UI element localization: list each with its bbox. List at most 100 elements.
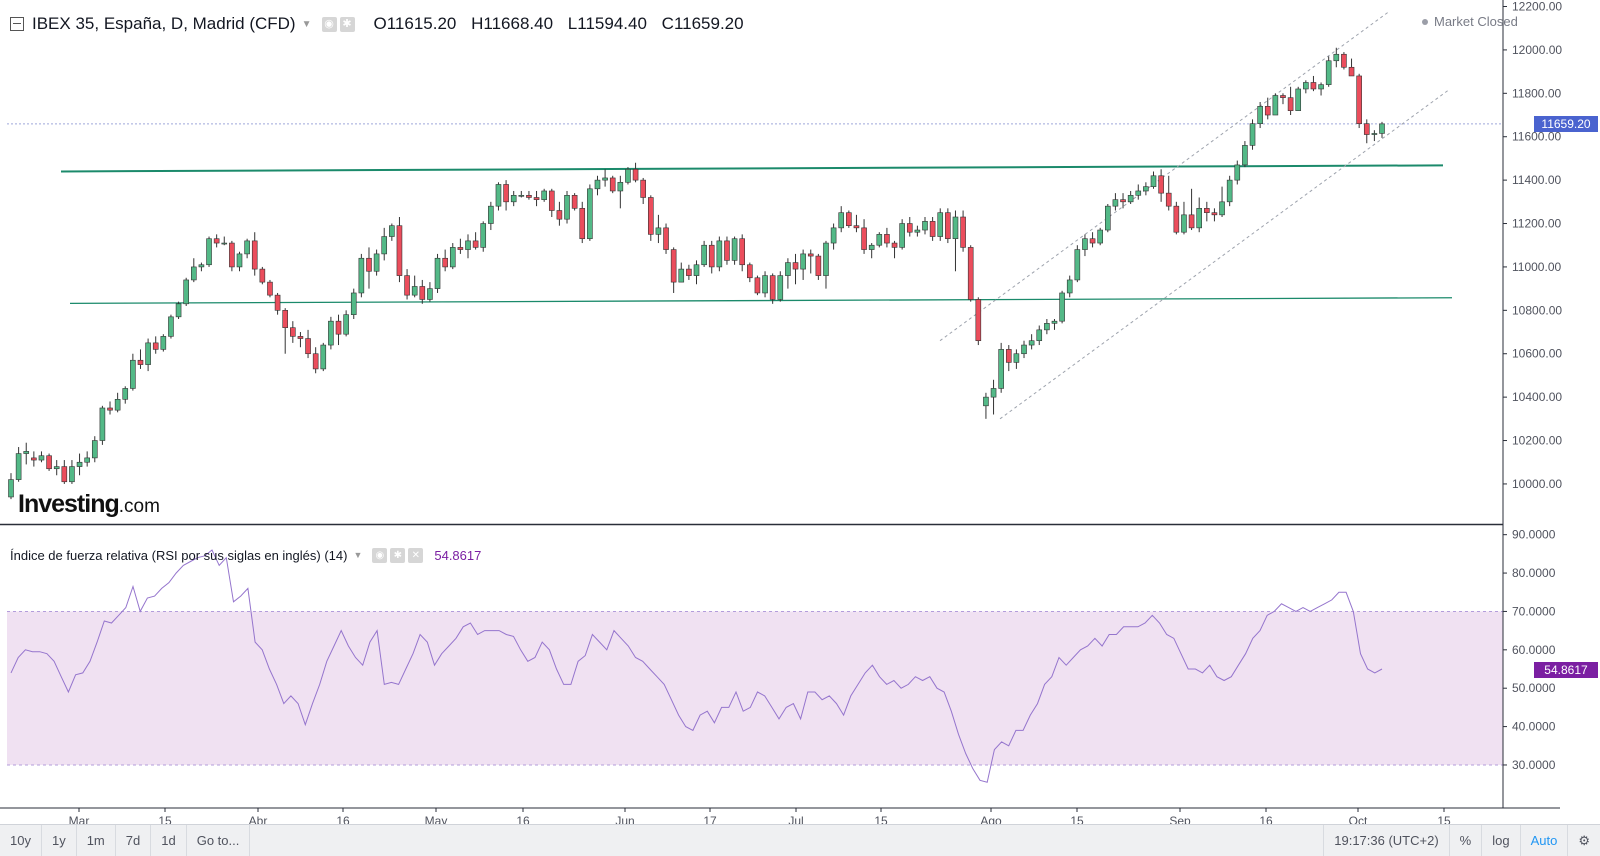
candle-body — [1051, 320, 1058, 324]
candle-body — [122, 388, 129, 400]
channel-upper-line[interactable] — [939, 10, 1391, 342]
candle-body — [518, 195, 525, 197]
candle-body — [1242, 145, 1248, 166]
trendlines[interactable] — [60, 10, 1453, 420]
collapse-icon[interactable] — [10, 17, 24, 31]
auto-toggle[interactable]: Auto — [1519, 825, 1568, 856]
candle-body — [1127, 195, 1134, 203]
goto-button[interactable]: Go to... — [187, 825, 251, 856]
candle-body — [84, 457, 90, 463]
candle-body — [906, 223, 913, 233]
bottom-toolbar: 10y 1y 1m 7d 1d Go to... 19:17:36 (UTC+2… — [0, 824, 1600, 856]
candle-body — [31, 457, 37, 461]
candle-body — [1097, 229, 1103, 244]
candle-body — [419, 286, 426, 300]
candle-body — [1257, 106, 1263, 124]
candle-body — [1234, 164, 1241, 181]
log-toggle[interactable]: log — [1481, 825, 1519, 856]
rsi-tick-label: 60.0000 — [1512, 643, 1556, 657]
gear-icon[interactable]: ⚙ — [1567, 825, 1600, 856]
candle-body — [1143, 186, 1149, 192]
candle-body — [251, 240, 258, 270]
axes — [0, 0, 1560, 809]
candle-body — [23, 451, 30, 454]
rsi-axis[interactable]: 90.0000 80.0000 70.0000 60.0000 50.0000 40.00… — [1503, 528, 1556, 772]
candle-body — [1287, 97, 1294, 111]
candle-body — [1005, 349, 1012, 363]
candle-body — [404, 275, 410, 296]
gear-icon[interactable]: ✱ — [390, 547, 406, 563]
rsi-legend: Índice de fuerza relativa (RSI por sus s… — [10, 545, 481, 565]
percent-toggle[interactable]: % — [1448, 825, 1482, 856]
candle-body — [579, 208, 586, 240]
resistance-trendline[interactable] — [60, 164, 1444, 173]
rsi-title[interactable]: Índice de fuerza relativa (RSI por sus s… — [10, 547, 348, 563]
candle-body — [1021, 344, 1027, 355]
candle-body — [1044, 323, 1050, 331]
candle-body — [731, 238, 738, 261]
candle-body — [130, 359, 136, 389]
candlestick-series — [8, 47, 1385, 500]
candle-body — [1211, 212, 1218, 216]
clock-timezone[interactable]: 19:17:36 (UTC+2) — [1323, 825, 1448, 856]
candle-body — [198, 264, 205, 268]
candle-body — [830, 227, 837, 244]
candle-body — [168, 316, 174, 337]
candle-body — [335, 320, 342, 335]
candle-body — [427, 288, 433, 300]
gear-icon[interactable]: ✱ — [339, 16, 355, 32]
candle-body — [937, 212, 944, 237]
candle-body — [663, 227, 669, 250]
candle-body — [1249, 123, 1256, 146]
candle-body — [556, 210, 563, 220]
candle-body — [602, 177, 608, 181]
candle-body — [1341, 53, 1347, 68]
last-price-tag: 11659.20 — [1534, 115, 1598, 132]
candle-body — [191, 266, 197, 281]
price-tick-label: 11000.00 — [1512, 260, 1561, 274]
candle-body — [1181, 214, 1187, 233]
range-7d-button[interactable]: 7d — [116, 825, 152, 856]
close-label: C — [661, 14, 674, 33]
candle-body — [290, 327, 296, 337]
candle-body — [1105, 205, 1111, 231]
price-axis[interactable]: 12200.00 12000.00 11800.00 11600.00 11400.00… — [1503, 0, 1562, 491]
logo-brand: Investing — [18, 490, 120, 518]
chevron-down-icon[interactable]: ▼ — [301, 18, 312, 30]
price-tick-label: 10400.00 — [1512, 390, 1562, 404]
candle-body — [891, 242, 898, 248]
candle-body — [807, 253, 814, 257]
eye-icon[interactable]: ◉ — [321, 16, 337, 32]
price-tick-label: 11400.00 — [1512, 173, 1561, 187]
channel-lower-line[interactable] — [999, 88, 1451, 420]
candle-body — [739, 238, 746, 266]
range-1m-button[interactable]: 1m — [77, 825, 116, 856]
candle-body — [267, 281, 273, 296]
range-1y-button[interactable]: 1y — [42, 825, 77, 856]
range-1d-button[interactable]: 1d — [151, 825, 187, 856]
close-icon[interactable]: ✕ — [408, 547, 424, 563]
candle-body — [1150, 175, 1157, 187]
candle-body — [815, 255, 822, 276]
candle-body — [312, 353, 319, 370]
range-10y-button[interactable]: 10y — [0, 825, 42, 856]
support-trendline[interactable] — [69, 297, 1453, 305]
eye-icon[interactable]: ◉ — [372, 547, 388, 563]
rsi-tick-label: 50.0000 — [1512, 681, 1556, 695]
chevron-down-icon[interactable]: ▼ — [353, 550, 363, 560]
candle-body — [1074, 249, 1081, 281]
candle-body — [945, 212, 951, 240]
price-tick-label: 11200.00 — [1512, 217, 1561, 231]
candle-body — [1135, 190, 1142, 196]
candle-body — [678, 268, 685, 283]
high-label: H — [471, 14, 484, 33]
price-tick-label: 12200.00 — [1512, 0, 1562, 14]
candle-body — [686, 268, 692, 276]
candle-body — [1204, 208, 1210, 213]
candle-body — [183, 279, 189, 305]
candle-body — [1112, 199, 1119, 207]
candle-body — [1082, 238, 1088, 250]
symbol-title[interactable]: IBEX 35, España, D, Madrid (CFD) — [32, 14, 296, 33]
candle-body — [38, 455, 45, 461]
